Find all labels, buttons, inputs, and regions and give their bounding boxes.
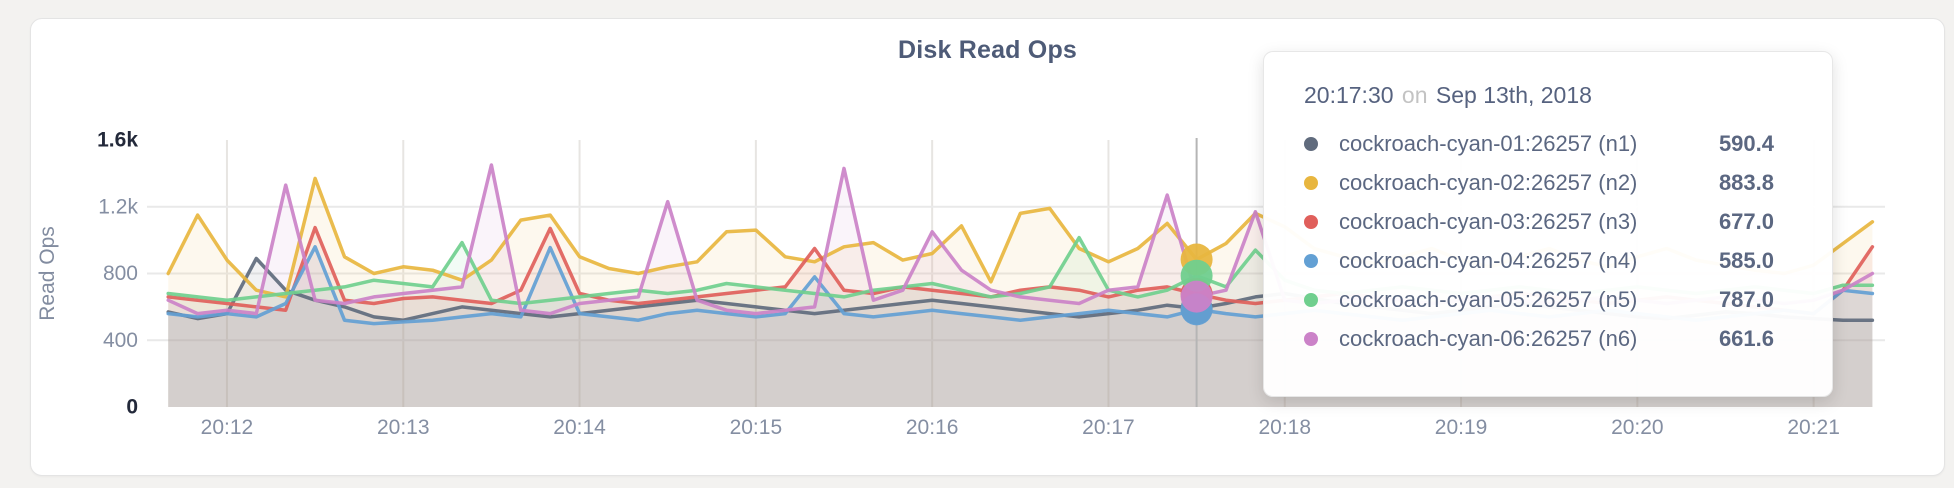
tooltip-series-row: cockroach-cyan-04:26257 (n4) 585.0: [1304, 241, 1790, 280]
x-tick-label: 20:14: [553, 416, 606, 439]
x-axis-ticks: 20:12 20:13 20:14 20:15 20:16 20:17 20:18 20:19…: [201, 416, 1840, 439]
y-tick-label: 0: [126, 396, 138, 419]
x-tick-label: 20:15: [730, 416, 783, 439]
series-value: 661.6: [1718, 325, 1774, 351]
series-value: 883.8: [1718, 169, 1774, 195]
series-color-dot-icon: [1304, 175, 1318, 190]
series-color-dot-icon: [1304, 214, 1318, 229]
x-tick-label: 20:13: [377, 416, 430, 439]
x-tick-label: 20:17: [1082, 416, 1135, 439]
series-name: cockroach-cyan-04:26257 (n4): [1339, 247, 1638, 273]
y-tick-label: 1.6k: [97, 129, 138, 152]
tooltip-series-list: cockroach-cyan-01:26257 (n1) 590.4 cockroa…: [1304, 124, 1790, 358]
hover-point: [1180, 280, 1213, 313]
series-name: cockroach-cyan-06:26257 (n6): [1339, 325, 1638, 351]
x-tick-label: 20:19: [1435, 416, 1488, 439]
chart-tooltip: 20:17:30 on Sep 13th, 2018 cockroach-cya…: [1263, 51, 1833, 397]
x-tick-label: 20:12: [201, 416, 254, 439]
series-color-dot-icon: [1304, 292, 1318, 307]
series-name: cockroach-cyan-01:26257 (n1): [1339, 130, 1638, 156]
x-tick-label: 20:18: [1258, 416, 1311, 439]
chart-title: Disk Read Ops: [897, 36, 1078, 64]
y-axis-ticks: 1.6k 1.2k 800 400 0: [97, 129, 138, 419]
series-name: cockroach-cyan-05:26257 (n5): [1339, 286, 1638, 312]
x-tick-label: 20:20: [1611, 416, 1664, 439]
series-color-dot-icon: [1304, 253, 1318, 268]
tooltip-series-row: cockroach-cyan-03:26257 (n3) 677.0: [1304, 202, 1790, 241]
series-value: 787.0: [1718, 286, 1774, 312]
tooltip-series-row: cockroach-cyan-06:26257 (n6) 661.6: [1304, 319, 1790, 358]
tooltip-time: 20:17:30: [1304, 82, 1394, 108]
y-tick-label: 400: [103, 329, 138, 352]
y-tick-label: 800: [103, 262, 138, 285]
tooltip-conjunction: on: [1401, 82, 1428, 108]
series-value: 590.4: [1718, 130, 1774, 156]
x-tick-label: 20:21: [1787, 416, 1840, 439]
tooltip-series-row: cockroach-cyan-05:26257 (n5) 787.0: [1304, 280, 1790, 319]
tooltip-date: Sep 13th, 2018: [1435, 82, 1592, 108]
y-axis-title: Read Ops: [36, 226, 59, 321]
tooltip-series-row: cockroach-cyan-02:26257 (n2) 883.8: [1304, 163, 1790, 202]
series-value: 585.0: [1718, 247, 1774, 273]
series-color-dot-icon: [1304, 331, 1318, 346]
tooltip-series-row: cockroach-cyan-01:26257 (n1) 590.4: [1304, 124, 1790, 163]
x-tick-label: 20:16: [906, 416, 959, 439]
series-value: 677.0: [1718, 208, 1774, 234]
series-name: cockroach-cyan-03:26257 (n3): [1339, 208, 1638, 234]
y-tick-label: 1.2k: [98, 195, 138, 218]
tooltip-header: 20:17:30 on Sep 13th, 2018: [1304, 80, 1790, 110]
series-color-dot-icon: [1304, 136, 1318, 151]
hover-marker: [1180, 138, 1213, 407]
series-name: cockroach-cyan-02:26257 (n2): [1339, 169, 1638, 195]
